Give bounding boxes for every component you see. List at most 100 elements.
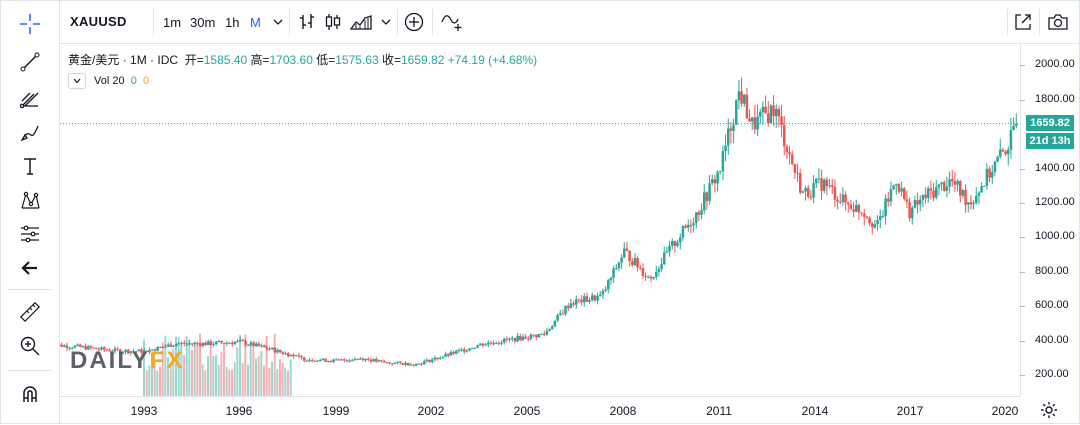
price-tick-mark xyxy=(1020,203,1025,204)
legend-change-percent: (+4.68%) xyxy=(488,53,537,67)
symbol-search[interactable]: XAUUSD xyxy=(70,14,127,29)
fullscreen-icon[interactable] xyxy=(1012,12,1034,32)
candle-body xyxy=(396,362,399,363)
candle-body xyxy=(434,358,437,360)
measure-tools-icon[interactable] xyxy=(14,220,46,248)
candle-body xyxy=(423,361,426,364)
toolbar-divider xyxy=(1039,9,1040,35)
volume-bar xyxy=(215,355,217,396)
candle-body xyxy=(1007,150,1010,155)
interval-30m[interactable]: 30m xyxy=(190,15,215,30)
candle-body xyxy=(298,355,301,356)
volume-bar xyxy=(266,336,268,396)
zoom-in-icon[interactable] xyxy=(14,332,46,360)
candle-body xyxy=(826,180,829,186)
time-tick-label: 1999 xyxy=(323,404,350,418)
candle-body xyxy=(370,360,373,362)
price-tick-mark xyxy=(1020,341,1025,342)
candle-body xyxy=(516,336,519,341)
legend-symbol-name[interactable]: 黄金/美元 xyxy=(68,53,119,67)
candle-body xyxy=(612,268,615,277)
candle-body xyxy=(375,359,378,361)
area-chart-icon[interactable] xyxy=(350,12,372,32)
candle-body xyxy=(852,209,855,211)
price-chart-canvas[interactable] xyxy=(60,44,1020,396)
gear-icon[interactable] xyxy=(1038,400,1060,420)
candle-body xyxy=(855,205,858,212)
candle-body xyxy=(714,179,717,183)
candle-body xyxy=(386,362,389,363)
brush-icon[interactable] xyxy=(14,118,46,146)
candle-body xyxy=(743,95,746,104)
chevron-down-icon[interactable] xyxy=(375,12,397,32)
camera-icon[interactable] xyxy=(1047,12,1069,32)
candle-body xyxy=(364,359,367,360)
candle-body xyxy=(764,107,767,114)
volume-bar xyxy=(226,367,228,396)
time-tick-label: 2014 xyxy=(802,404,829,418)
candle-body xyxy=(898,184,901,192)
volume-bar xyxy=(199,333,201,396)
collapse-legend-button[interactable] xyxy=(68,73,86,89)
candle-body xyxy=(668,246,671,252)
candle-body xyxy=(306,361,309,362)
candle-body xyxy=(255,344,258,347)
candle-body xyxy=(428,360,431,362)
candle-body xyxy=(623,249,626,258)
price-tick-label: 1200.00 xyxy=(1035,196,1075,208)
candle-body xyxy=(372,359,375,362)
legend-high-value: 1703.60 xyxy=(270,53,313,67)
candle-body xyxy=(228,343,231,344)
interval-month[interactable]: M xyxy=(250,15,261,30)
trendline-icon[interactable] xyxy=(14,48,46,76)
candle-body xyxy=(596,296,599,301)
candle-body xyxy=(575,299,578,304)
candle-body xyxy=(639,268,642,269)
volume-legend: Vol 20 0 0 xyxy=(68,73,149,89)
candle-body xyxy=(700,210,703,215)
watermark-fx: FX xyxy=(150,347,185,374)
volume-bar xyxy=(202,365,204,396)
pitchfork-icon[interactable] xyxy=(14,84,46,112)
candle-body xyxy=(676,242,679,246)
magnet-icon[interactable] xyxy=(14,380,46,408)
crosshair-icon[interactable] xyxy=(14,10,46,38)
text-icon[interactable] xyxy=(14,152,46,180)
ruler-icon[interactable] xyxy=(14,298,46,326)
compare-icon[interactable] xyxy=(441,12,463,32)
legend-separator: · xyxy=(123,53,127,67)
candle-body xyxy=(431,360,434,363)
candle-body xyxy=(487,343,490,345)
candle-body xyxy=(452,352,455,354)
chevron-down-icon[interactable] xyxy=(267,12,289,32)
add-indicator-icon[interactable] xyxy=(403,12,425,32)
candle-body xyxy=(956,181,959,185)
candle-body xyxy=(540,334,543,335)
candle-body xyxy=(802,191,805,192)
volume-bar xyxy=(228,370,230,396)
interval-1h[interactable]: 1h xyxy=(225,15,239,30)
price-tick-label: 1000.00 xyxy=(1035,230,1075,242)
interval-1m[interactable]: 1m xyxy=(163,15,181,30)
candle-body xyxy=(602,291,605,295)
pattern-icon[interactable] xyxy=(14,186,46,214)
back-arrow-icon[interactable] xyxy=(14,254,46,282)
candle-body xyxy=(698,212,701,214)
chart-pane[interactable] xyxy=(60,44,1020,396)
volume-bar xyxy=(258,356,260,396)
candle-body xyxy=(946,187,949,191)
candle-body xyxy=(503,339,506,343)
candle-body xyxy=(799,173,802,192)
volume-indicator-label[interactable]: Vol 20 xyxy=(94,75,125,87)
candle-body xyxy=(543,334,546,335)
time-tick-label: 2011 xyxy=(706,404,732,418)
candle-body xyxy=(796,173,799,174)
candle-body xyxy=(762,107,765,112)
bar-chart-icon[interactable] xyxy=(296,12,318,32)
last-price-label: 1659.82 xyxy=(1026,115,1074,131)
candle-body xyxy=(730,128,733,130)
candle-body xyxy=(588,300,591,302)
volume-bar xyxy=(279,359,281,396)
candle-body xyxy=(684,226,687,228)
candles-icon[interactable] xyxy=(322,12,344,32)
